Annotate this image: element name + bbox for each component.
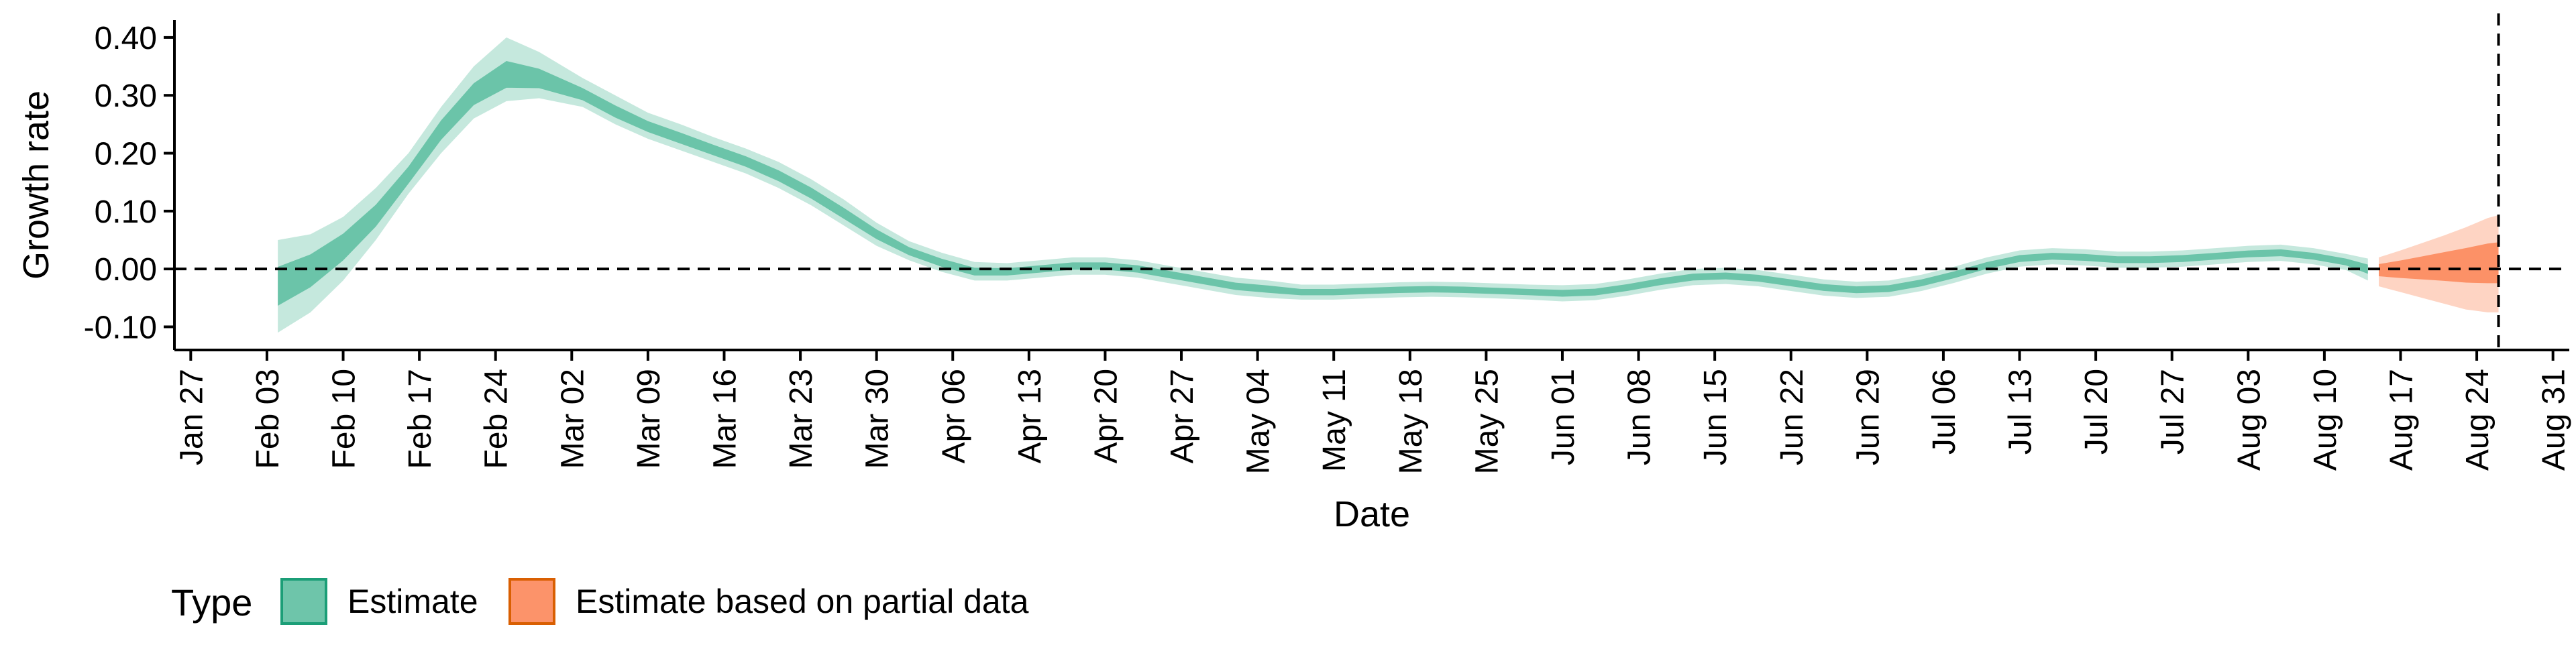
y-tick-label: 0.40 bbox=[95, 21, 157, 56]
legend-title: Type bbox=[171, 581, 252, 624]
x-tick-label: Feb 24 bbox=[479, 369, 515, 469]
x-tick-label: Mar 30 bbox=[860, 369, 896, 469]
band-50-estimate bbox=[278, 60, 2368, 306]
y-tick-label: -0.10 bbox=[84, 310, 157, 345]
y-tick-label: 0.10 bbox=[95, 194, 157, 230]
band-90-estimate bbox=[278, 37, 2368, 333]
x-tick-label: May 18 bbox=[1393, 369, 1429, 474]
x-tick-label: Jul 13 bbox=[2003, 369, 2039, 455]
x-tick-label: Apr 06 bbox=[936, 369, 971, 463]
x-tick-label: Feb 03 bbox=[250, 369, 286, 469]
x-tick-label: Aug 17 bbox=[2383, 369, 2419, 471]
x-tick-label: May 04 bbox=[1241, 369, 1277, 474]
legend-key-estimate bbox=[280, 578, 327, 625]
x-tick-label: Jul 20 bbox=[2079, 369, 2114, 455]
x-tick-label: Mar 23 bbox=[784, 369, 819, 469]
x-tick-label: Jun 22 bbox=[1774, 369, 1810, 465]
y-tick-label: 0.20 bbox=[95, 137, 157, 172]
x-axis-ticks: Jan 27 Feb 03 Feb 10 Feb 17 Feb 24 Mar 02 Mar … bbox=[174, 350, 2572, 474]
x-tick-label: Mar 16 bbox=[707, 369, 743, 469]
x-tick-label: Aug 31 bbox=[2536, 369, 2572, 471]
legend-label-estimate: Estimate bbox=[347, 583, 478, 620]
x-tick-label: Apr 13 bbox=[1012, 369, 1048, 463]
x-tick-label: May 25 bbox=[1469, 369, 1505, 474]
reference-lines bbox=[174, 13, 2569, 350]
x-tick-label: Jul 06 bbox=[1927, 369, 1962, 455]
x-tick-label: May 11 bbox=[1317, 369, 1352, 472]
x-tick-label: Mar 09 bbox=[631, 369, 667, 469]
x-tick-label: Mar 02 bbox=[555, 369, 590, 469]
x-tick-label: Aug 03 bbox=[2231, 369, 2267, 471]
legend-label-partial: Estimate based on partial data bbox=[576, 583, 1029, 620]
x-tick-label: Feb 10 bbox=[327, 369, 362, 469]
band-50-partial bbox=[2379, 242, 2499, 284]
x-tick-label: Jul 27 bbox=[2155, 369, 2191, 455]
x-tick-label: Jun 29 bbox=[1850, 369, 1886, 465]
x-tick-label: Aug 24 bbox=[2460, 369, 2496, 471]
x-tick-label: Jun 01 bbox=[1546, 369, 1581, 465]
x-tick-label: Jan 27 bbox=[174, 369, 209, 465]
x-tick-label: Jun 08 bbox=[1622, 369, 1658, 465]
x-tick-label: Feb 17 bbox=[402, 369, 438, 469]
y-axis-title: Growth rate bbox=[16, 91, 56, 280]
ribbon-layer bbox=[278, 37, 2499, 333]
x-axis-title: Date bbox=[1334, 494, 1410, 534]
y-axis-ticks: -0.10 0.00 0.10 0.20 0.30 0.40 bbox=[84, 21, 174, 345]
x-tick-label: Aug 10 bbox=[2308, 369, 2343, 471]
axes-layer bbox=[173, 20, 2569, 351]
x-tick-label: Apr 20 bbox=[1088, 369, 1124, 463]
legend: Type Estimate Estimate based on partial … bbox=[171, 578, 1029, 625]
y-tick-label: 0.00 bbox=[95, 252, 157, 288]
x-tick-label: Apr 27 bbox=[1165, 369, 1200, 463]
x-tick-label: Jun 15 bbox=[1698, 369, 1733, 465]
y-tick-label: 0.30 bbox=[95, 78, 157, 114]
legend-key-partial bbox=[508, 578, 555, 625]
